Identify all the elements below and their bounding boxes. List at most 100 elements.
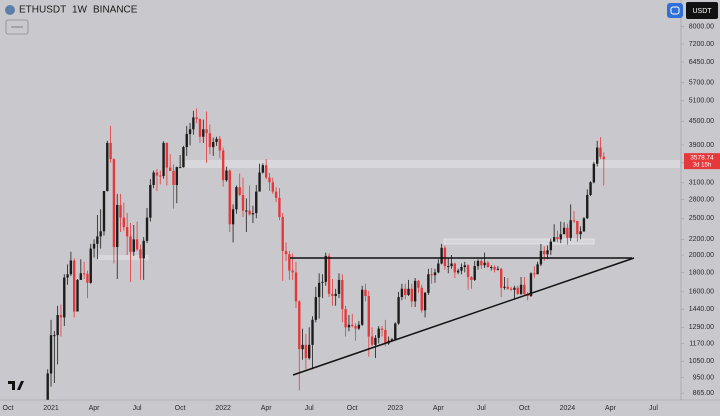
candle-body: [264, 165, 268, 178]
candle-body: [576, 220, 579, 235]
candle-body: [63, 277, 66, 318]
candle-body: [261, 165, 265, 173]
chart-settings-button[interactable]: [667, 3, 683, 18]
candle-body: [202, 129, 205, 137]
x-tick-label: 2024: [560, 405, 576, 412]
candle-body: [79, 273, 83, 280]
candle-body: [172, 171, 175, 185]
candle-body: [258, 172, 261, 192]
candle-body: [536, 264, 539, 275]
candle-body: [139, 249, 142, 259]
candle-body: [384, 329, 387, 344]
candle-body: [195, 117, 198, 119]
y-tick-label: 1290.00: [689, 324, 714, 331]
candle-body: [589, 182, 592, 195]
support-zone: [97, 255, 149, 260]
candle-body: [486, 262, 490, 268]
y-tick-label: 865.00: [693, 390, 715, 397]
candle-body: [129, 236, 132, 252]
candle-body: [404, 288, 407, 295]
y-tick-label: 1050.00: [689, 358, 714, 365]
candle-body: [483, 262, 486, 266]
candle-body: [106, 142, 109, 191]
candle-body: [132, 239, 135, 252]
candle-body: [519, 284, 523, 294]
candle-body: [549, 241, 553, 251]
x-tick-label: Jul: [477, 405, 486, 412]
candle-body: [89, 248, 92, 283]
y-tick-label: 950.00: [693, 375, 715, 382]
y-tick-label: 2800.00: [689, 196, 714, 203]
candle-body: [149, 184, 152, 218]
y-tick-label: 5100.00: [689, 98, 714, 105]
candle-body: [255, 191, 258, 214]
candle-body: [552, 237, 556, 242]
candle-body: [344, 309, 347, 328]
candle-body: [513, 287, 516, 290]
candle-body: [453, 263, 457, 273]
candle-body: [354, 326, 357, 329]
candle-body: [380, 328, 384, 330]
interval[interactable]: 1W: [72, 5, 88, 16]
candle-body: [579, 231, 582, 235]
candle-body: [221, 150, 225, 181]
candle-body: [208, 133, 212, 148]
y-tick-label: 5700.00: [689, 79, 714, 86]
candle-body: [546, 250, 549, 255]
candle-body: [155, 172, 159, 176]
candle-body: [480, 260, 483, 266]
candle-body: [294, 272, 298, 302]
candle-body: [298, 301, 301, 350]
candle-body: [235, 187, 238, 210]
candle-body: [205, 129, 208, 134]
candle-body: [466, 265, 470, 278]
candle-body: [268, 177, 271, 183]
candle-body: [360, 289, 364, 325]
candle-body: [423, 292, 427, 311]
exchange: BINANCE: [93, 5, 138, 16]
candle-body: [374, 337, 377, 345]
y-tick-label: 1800.00: [689, 269, 714, 276]
candle-body: [337, 279, 341, 294]
candle-body: [142, 240, 145, 259]
x-tick-label: Jul: [305, 405, 314, 412]
candle-body: [92, 243, 96, 249]
candle-body: [198, 118, 202, 137]
candle-body: [602, 156, 605, 160]
y-tick-label: 7200.00: [689, 41, 714, 48]
candle-body: [96, 236, 99, 244]
candle-body: [529, 273, 533, 297]
y-tick-label: 8000.00: [689, 23, 714, 30]
candle-body: [595, 147, 599, 164]
candle-body: [182, 147, 185, 168]
symbol-icon: [5, 5, 15, 15]
candle-body: [433, 272, 437, 276]
candle-body: [456, 270, 460, 273]
x-tick-label: Oct: [519, 405, 530, 412]
collapse-button[interactable]: [5, 19, 29, 35]
x-tick-label: Apr: [433, 405, 445, 412]
x-tick-label: Apr: [261, 405, 273, 412]
candle-body: [341, 279, 344, 310]
candle-body: [238, 187, 241, 195]
candle-body: [228, 170, 231, 225]
range-zone: [443, 238, 595, 245]
candle-body: [324, 255, 327, 282]
candle-body: [308, 344, 311, 359]
candle-body: [271, 182, 274, 192]
candle-body: [509, 288, 513, 290]
candle-body: [281, 216, 284, 251]
x-tick-label: Oct: [3, 405, 14, 412]
candle-body: [251, 213, 255, 215]
candle-body: [245, 210, 248, 212]
candle-body: [370, 336, 374, 345]
currency-button[interactable]: [686, 2, 718, 19]
candle-body: [417, 280, 420, 288]
candle-body: [390, 339, 394, 341]
x-tick-label: Oct: [175, 405, 186, 412]
candle-body: [499, 268, 503, 288]
candle-body: [46, 373, 49, 400]
candle-body: [367, 296, 370, 337]
candle-body: [473, 266, 476, 280]
